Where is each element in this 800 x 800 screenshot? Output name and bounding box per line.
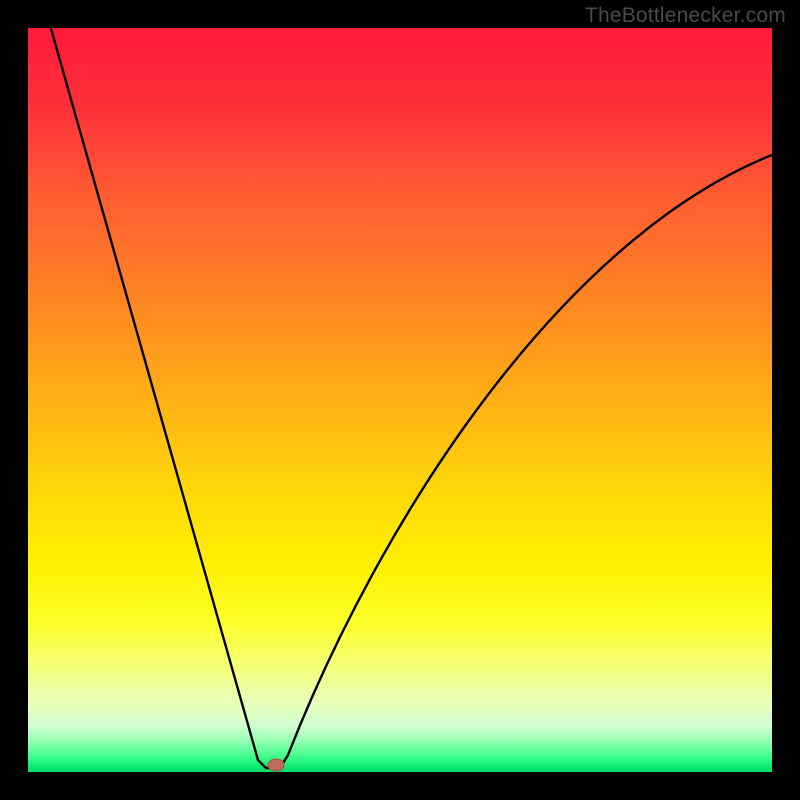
watermark-text: TheBottlenecker.com [585,4,786,28]
bottleneck-curve-chart [0,0,800,800]
chart-stage: TheBottlenecker.com [0,0,800,800]
optimum-marker [268,759,284,771]
plot-area [28,28,772,772]
